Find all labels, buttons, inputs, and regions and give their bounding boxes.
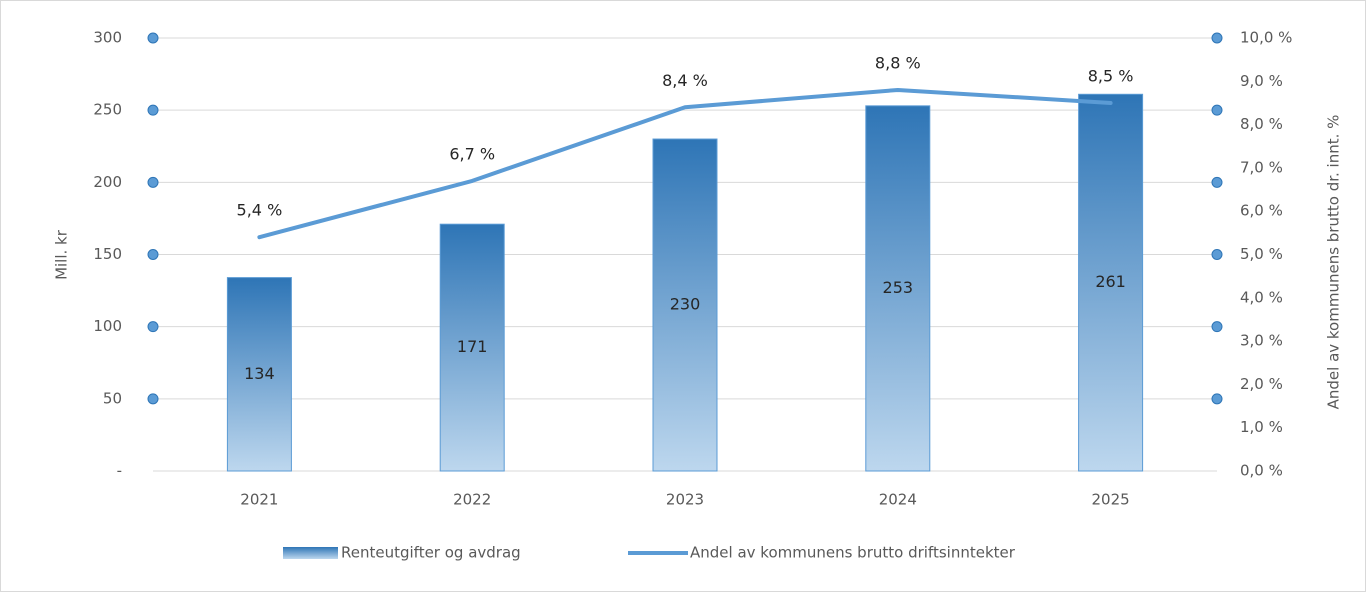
line-value-label: 8,4 % xyxy=(662,71,708,90)
x-tick-label: 2022 xyxy=(453,491,491,509)
y2-tick-label: 10,0 % xyxy=(1240,29,1292,47)
x-tick-label: 2025 xyxy=(1092,491,1130,509)
axis-marker xyxy=(1211,32,1223,44)
y-tick-label: 150 xyxy=(93,245,122,263)
bar xyxy=(226,277,292,472)
axis-marker xyxy=(1211,393,1223,405)
y2-tick-label: 7,0 % xyxy=(1240,158,1283,176)
x-tick-label: 2024 xyxy=(879,491,917,509)
legend-swatch xyxy=(283,547,338,559)
y2-tick-label: 3,0 % xyxy=(1240,332,1283,350)
y-tick-label: 200 xyxy=(93,173,122,191)
line-value-label: 8,8 % xyxy=(875,53,921,72)
axis-marker xyxy=(147,249,159,260)
y2-tick-label: 4,0 % xyxy=(1240,288,1283,306)
legend-label: Renteutgifter og avdrag xyxy=(341,544,521,562)
y-tick-label: 100 xyxy=(93,317,122,335)
axis-marker xyxy=(1211,104,1223,116)
x-tick-label: 2021 xyxy=(240,491,278,509)
axis-marker xyxy=(1211,249,1223,260)
line-value-label: 6,7 % xyxy=(449,144,495,163)
y2-axis-title: Andel av kommunens brutto dr. innt. % xyxy=(1325,115,1343,410)
y2-tick-label: 8,0 % xyxy=(1240,115,1283,133)
x-tick-label: 2023 xyxy=(666,491,704,509)
bar xyxy=(1078,93,1144,472)
bar-value-label: 230 xyxy=(670,295,701,314)
y2-tick-label: 2,0 % xyxy=(1240,375,1283,393)
bar xyxy=(439,223,505,472)
legend-label: Andel av kommunens brutto driftsinntekte… xyxy=(690,544,1016,562)
y-tick-label: 250 xyxy=(93,101,122,119)
axis-marker xyxy=(147,32,159,44)
axis-marker xyxy=(147,104,159,116)
bar-value-label: 261 xyxy=(1095,272,1126,291)
y-tick-label: 300 xyxy=(93,29,122,47)
bar-value-label: 134 xyxy=(244,364,275,383)
axis-marker xyxy=(1211,321,1223,333)
axis-marker xyxy=(147,321,159,333)
y2-tick-label: 1,0 % xyxy=(1240,418,1283,436)
bar xyxy=(652,138,718,472)
y-tick-label: - xyxy=(117,462,122,480)
bar-value-label: 253 xyxy=(883,278,914,297)
y2-tick-label: 0,0 % xyxy=(1240,462,1283,480)
y2-tick-label: 9,0 % xyxy=(1240,72,1283,90)
y-axis-title: Mill. kr xyxy=(53,229,71,280)
axis-marker xyxy=(147,393,159,405)
line-value-label: 8,5 % xyxy=(1088,66,1134,85)
line xyxy=(257,87,1113,240)
y-tick-label: 50 xyxy=(103,389,122,407)
bar-value-label: 171 xyxy=(457,337,488,356)
y2-tick-label: 6,0 % xyxy=(1240,202,1283,220)
axis-marker xyxy=(1211,176,1223,188)
line-value-label: 5,4 % xyxy=(237,201,283,220)
axis-marker xyxy=(147,176,159,188)
bar xyxy=(865,105,931,472)
y2-tick-label: 5,0 % xyxy=(1240,245,1283,263)
